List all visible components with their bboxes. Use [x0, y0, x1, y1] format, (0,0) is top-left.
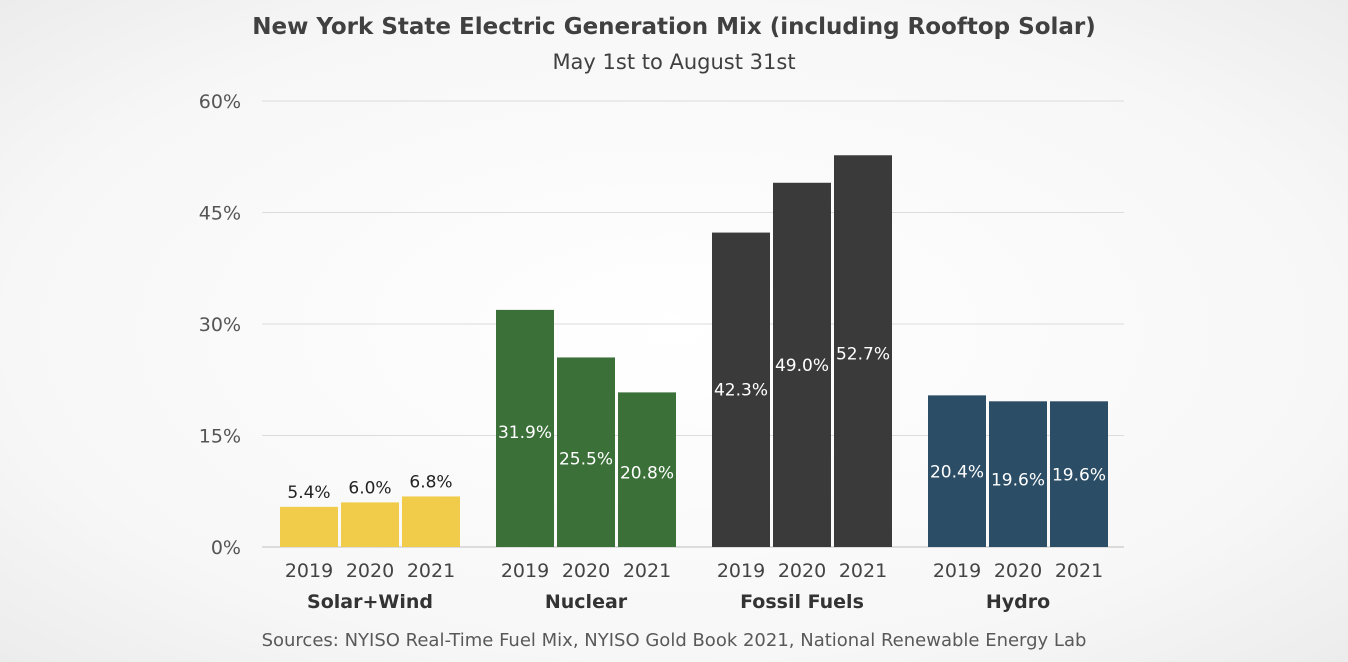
x-tick-label: 2019	[933, 560, 981, 582]
x-tick-label: 2021	[839, 560, 887, 582]
y-tick-label: 15%	[199, 426, 241, 448]
x-tick-label: 2021	[407, 560, 455, 582]
x-tick-label: 2020	[778, 560, 826, 582]
data-label: 31.9%	[498, 423, 552, 443]
data-label: 42.3%	[714, 381, 768, 401]
bar	[341, 502, 399, 547]
y-tick-label: 30%	[199, 314, 241, 336]
x-tick-label: 2021	[1055, 560, 1103, 582]
bar	[773, 182, 831, 547]
bar	[834, 155, 892, 547]
data-label: 20.8%	[620, 463, 674, 483]
bar	[280, 506, 338, 547]
x-tick-label: 2020	[346, 560, 394, 582]
data-label: 52.7%	[836, 344, 890, 364]
bar	[496, 309, 554, 547]
bar	[557, 357, 615, 547]
chart-title: New York State Electric Generation Mix (…	[252, 14, 1096, 40]
bar	[1050, 401, 1108, 547]
bar	[928, 395, 986, 547]
x-tick-label: 2019	[285, 560, 333, 582]
y-tick-label: 0%	[211, 537, 241, 559]
y-tick-label: 60%	[199, 91, 241, 113]
data-label: 19.6%	[991, 470, 1045, 490]
category-label: Nuclear	[545, 591, 628, 613]
source-note: Sources: NYISO Real-Time Fuel Mix, NYISO…	[261, 630, 1087, 651]
chart-subtitle: May 1st to August 31st	[552, 50, 796, 74]
data-label: 20.4%	[930, 462, 984, 482]
x-tick-label: 2019	[501, 560, 549, 582]
category-label: Fossil Fuels	[740, 591, 864, 613]
category-label: Solar+Wind	[307, 591, 433, 613]
data-label: 25.5%	[559, 449, 613, 469]
x-tick-label: 2020	[562, 560, 610, 582]
data-label: 5.4%	[287, 483, 330, 503]
x-tick-label: 2020	[994, 560, 1042, 582]
x-tick-label: 2019	[717, 560, 765, 582]
data-label: 19.6%	[1052, 465, 1106, 485]
data-label: 6.8%	[409, 472, 452, 492]
bar	[712, 232, 770, 547]
category-label: Hydro	[986, 591, 1050, 613]
data-label: 6.0%	[348, 478, 391, 498]
y-tick-label: 45%	[199, 203, 241, 225]
bar	[402, 496, 460, 547]
bar	[989, 401, 1047, 547]
x-tick-label: 2021	[623, 560, 671, 582]
data-label: 49.0%	[775, 356, 829, 376]
bar	[618, 392, 676, 547]
